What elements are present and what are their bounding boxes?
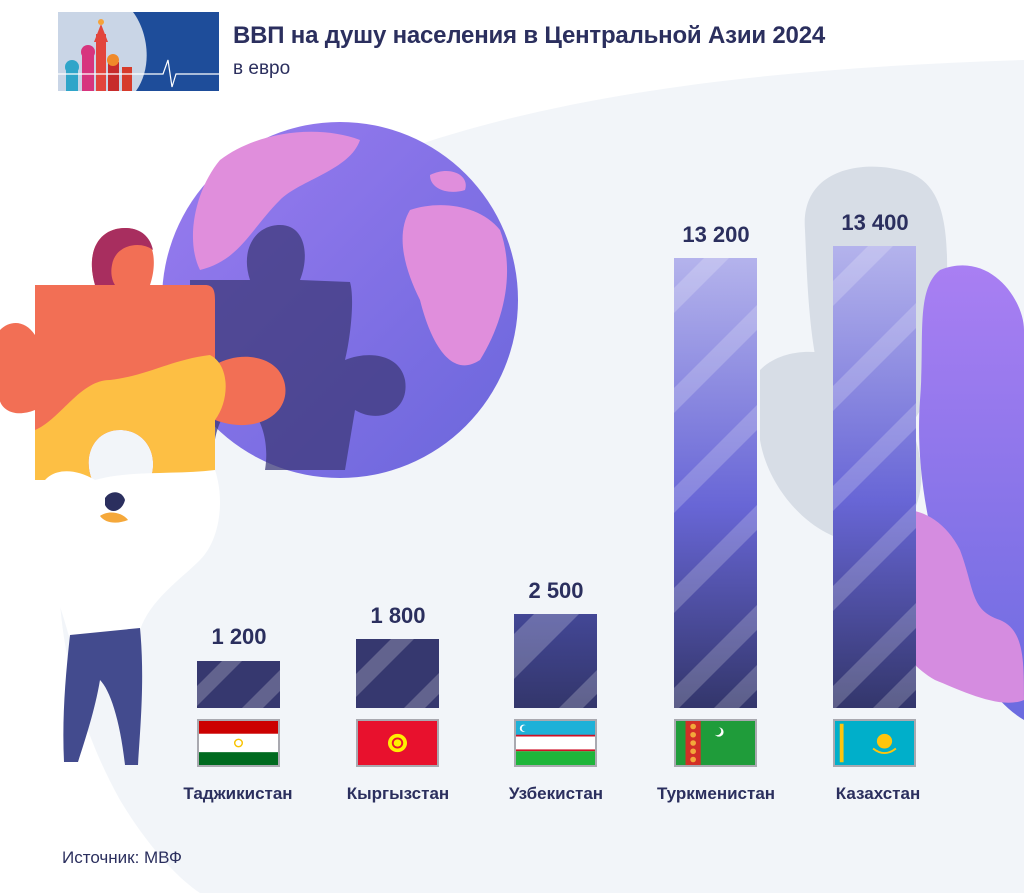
category-label-turkmenistan: Туркменистан: [656, 784, 776, 803]
bar-tajikistan: [197, 661, 280, 708]
bar-kyrgyzstan: [356, 639, 439, 708]
chart-title: ВВП на душу населения в Центральной Азии…: [233, 22, 825, 49]
kyrgyzstan-flag: [356, 719, 439, 767]
tajikistan-flag: [197, 719, 280, 767]
chart-subtitle: в евро: [233, 58, 291, 79]
value-label-tajikistan: 1 200: [211, 624, 267, 649]
category-label-kazakhstan: Казахстан: [835, 784, 921, 803]
category-label-kyrgyzstan: Кыргызстан: [346, 784, 450, 803]
source-note: Источник: МВФ: [62, 848, 182, 867]
bar-kazakhstan: [833, 246, 916, 708]
category-label-uzbekistan: Узбекистан: [508, 784, 604, 803]
value-label-turkmenistan: 13 200: [682, 222, 750, 247]
logo: [58, 12, 219, 91]
uzbekistan-flag: [514, 719, 597, 767]
turkmenistan-flag: [674, 719, 757, 767]
bar-turkmenistan: [674, 258, 757, 708]
bar-uzbekistan: [514, 614, 597, 708]
value-label-kazakhstan: 13 400: [841, 210, 909, 235]
value-label-kyrgyzstan: 1 800: [370, 603, 426, 628]
moscow-cathedral-heartbeat-icon: [58, 12, 219, 91]
kazakhstan-flag: [833, 719, 916, 767]
category-label-tajikistan: Таджикистан: [183, 784, 293, 803]
value-label-uzbekistan: 2 500: [528, 578, 584, 603]
